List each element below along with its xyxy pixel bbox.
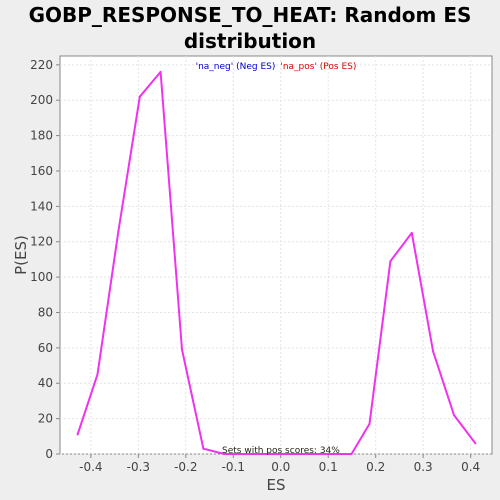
y-tick-label: 40: [38, 376, 53, 390]
y-tick-label: 160: [30, 164, 53, 178]
data-point: [223, 453, 226, 455]
axis-ticks: -0.4 -0.3 -0.2 -0.1 0.0 0.1 0.2 0.3 0.4 0 20 40 60 80…: [30, 58, 480, 474]
data-point: [286, 453, 289, 455]
y-tick-label: 0: [45, 447, 53, 461]
chart-title-line-2: distribution: [183, 29, 317, 53]
y-tick-label: 60: [38, 341, 53, 355]
y-tick-label: 220: [30, 58, 53, 72]
x-tick-label: -0.3: [127, 460, 150, 474]
data-point: [410, 231, 413, 234]
y-tick-label: 20: [38, 412, 53, 426]
data-point: [76, 433, 79, 436]
data-point: [432, 350, 435, 353]
es-distribution-line: [76, 70, 477, 455]
x-tick-label: -0.2: [174, 460, 197, 474]
x-tick-label: 0.3: [414, 460, 433, 474]
data-point: [117, 230, 120, 233]
data-point: [350, 453, 353, 455]
data-point: [329, 453, 332, 455]
data-point: [308, 453, 311, 455]
x-tick-label: 0.0: [271, 460, 290, 474]
chart-title-line-1: GOBP_RESPONSE_TO_HEAT: Random ES: [28, 3, 472, 27]
y-tick-label: 120: [30, 235, 53, 249]
x-tick-label: -0.1: [222, 460, 245, 474]
y-tick-label: 180: [30, 129, 53, 143]
data-point: [389, 260, 392, 263]
x-tick-label: -0.4: [79, 460, 102, 474]
x-tick-label: 0.1: [319, 460, 338, 474]
y-tick-label: 200: [30, 93, 53, 107]
y-tick-label: 140: [30, 199, 53, 213]
y-tick-label: 80: [38, 305, 53, 319]
pos-scores-annotation: Sets with pos scores: 34%: [222, 446, 340, 456]
x-tick-label: 0.2: [366, 460, 385, 474]
plot-area: [59, 55, 493, 455]
data-point: [453, 414, 456, 417]
data-point: [181, 348, 184, 351]
legend: 'na_neg' (Neg ES) 'na_pos' (Pos ES): [196, 62, 357, 72]
legend-entry-neg: 'na_neg' (Neg ES): [196, 62, 276, 72]
grid-lines: [60, 56, 492, 455]
y-axis-title: P(ES): [12, 235, 30, 275]
data-point: [138, 95, 141, 98]
data-point: [159, 70, 162, 73]
data-point: [368, 422, 371, 425]
x-tick-label: 0.4: [461, 460, 480, 474]
legend-entry-pos: 'na_pos' (Pos ES): [280, 62, 356, 72]
data-point: [244, 453, 247, 455]
chart-title: GOBP_RESPONSE_TO_HEAT: Random ES distrib…: [0, 2, 500, 54]
data-point: [202, 447, 205, 450]
series-layer: [76, 70, 477, 455]
y-tick-label: 100: [30, 270, 53, 284]
data-point: [265, 453, 268, 455]
data-point: [474, 442, 477, 445]
x-axis-title: ES: [267, 476, 286, 494]
data-point: [96, 373, 99, 376]
